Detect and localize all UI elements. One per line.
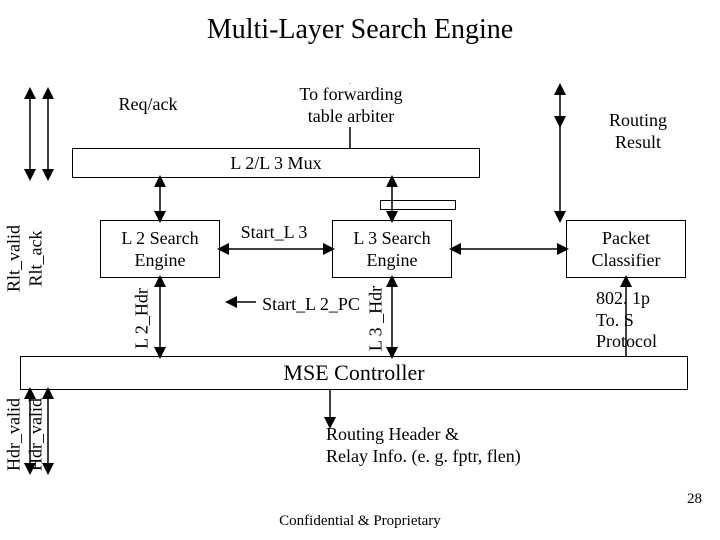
- req-ack-label: Req/ack: [108, 94, 188, 116]
- protocol-label: 802. 1p To. S Protocol: [596, 288, 686, 353]
- page-title: Multi-Layer Search Engine: [0, 14, 720, 46]
- l2l3-mux-label: L 2/L 3 Mux: [230, 152, 321, 175]
- packet-classifier-label: Packet Classifier: [592, 227, 661, 272]
- start-l2-pc-label: Start_L 2_PC: [256, 294, 366, 316]
- to-forwarding-label: To forwarding table arbiter: [276, 84, 426, 127]
- packet-classifier-box: Packet Classifier: [566, 220, 686, 278]
- top-stub-box: [380, 200, 456, 210]
- page-number: 28: [687, 491, 702, 508]
- routing-header-label: Routing Header & Relay Info. (e. g. fptr…: [326, 424, 586, 467]
- mse-controller-box: MSE Controller: [20, 356, 688, 390]
- l2l3-mux-box: L 2/L 3 Mux: [72, 148, 480, 178]
- hdr-valid-2-label: Hdr_valid: [26, 395, 47, 475]
- hdr-valid-1-label: Hdr_valid: [4, 395, 25, 475]
- l3-search-engine-label: L 3 Search Engine: [353, 227, 430, 272]
- slide: Multi-Layer Search Engine L 2/L 3 Mux L …: [0, 0, 720, 540]
- l2-hdr-label: L 2_Hdr: [132, 283, 153, 355]
- routing-result-label: Routing Result: [588, 110, 688, 153]
- mse-controller-label: MSE Controller: [283, 359, 424, 387]
- l3-hdr-label: L 3 _Hdr: [366, 283, 387, 355]
- start-l3-label: Start_L 3: [234, 222, 314, 244]
- rlt-valid-label: Rlt_valid: [4, 223, 25, 295]
- footer-confidential: Confidential & Proprietary: [0, 513, 720, 530]
- l3-search-engine-box: L 3 Search Engine: [332, 220, 452, 278]
- l2-search-engine-label: L 2 Search Engine: [121, 227, 198, 272]
- rlt-ack-label: Rlt_ack: [26, 223, 47, 295]
- l2-search-engine-box: L 2 Search Engine: [100, 220, 220, 278]
